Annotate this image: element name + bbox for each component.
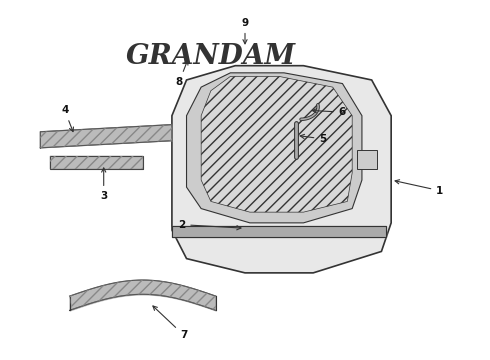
Text: 5: 5 <box>300 134 326 144</box>
Text: 7: 7 <box>153 306 188 341</box>
Text: 4: 4 <box>61 105 74 132</box>
Text: 2: 2 <box>178 220 241 230</box>
Text: 1: 1 <box>395 180 443 196</box>
PathPatch shape <box>201 76 352 212</box>
Bar <box>50 156 143 169</box>
PathPatch shape <box>172 66 391 273</box>
Text: 9: 9 <box>242 18 248 44</box>
PathPatch shape <box>187 73 362 223</box>
Text: GRANDAM: GRANDAM <box>126 43 296 70</box>
Bar <box>50 156 143 169</box>
Text: 3: 3 <box>100 168 107 201</box>
Polygon shape <box>172 226 386 237</box>
Text: 8: 8 <box>175 60 188 87</box>
Text: 6: 6 <box>312 107 346 117</box>
Polygon shape <box>40 125 172 148</box>
Bar <box>357 150 376 169</box>
